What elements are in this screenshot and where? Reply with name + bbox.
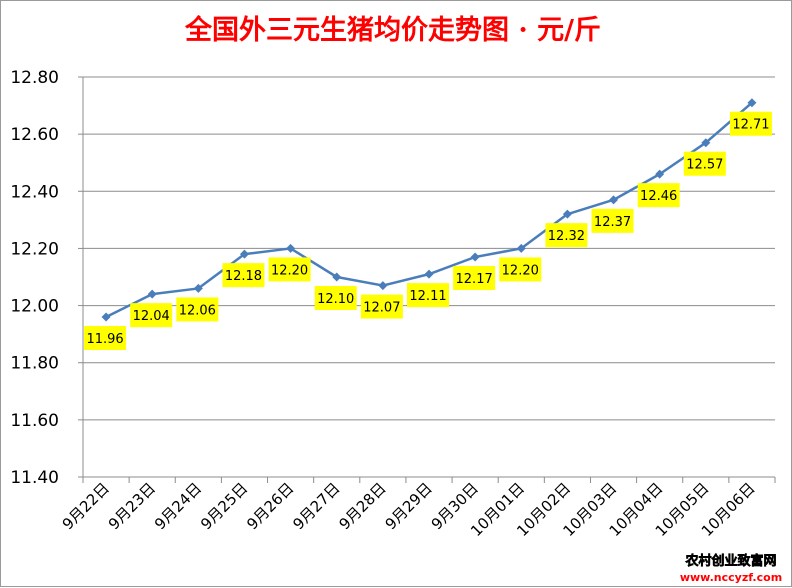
watermark: 农村创业致富网 www.nccyzf.com bbox=[680, 553, 782, 584]
x-tick-label: 9月27日 bbox=[289, 479, 343, 533]
data-label-bg bbox=[499, 257, 542, 282]
data-label-bg bbox=[453, 266, 496, 290]
data-label-bg bbox=[130, 303, 173, 328]
y-tick-label: 11.80 bbox=[10, 354, 59, 374]
x-tick-labels: 9月22日9月23日9月24日9月25日9月26日9月27日9月28日9月29日… bbox=[59, 479, 759, 540]
x-tick-label: 9月29日 bbox=[382, 479, 436, 533]
data-label-bg bbox=[222, 263, 265, 288]
watermark-line1: 农村创业致富网 bbox=[684, 553, 776, 569]
x-tick-label: 9月22日 bbox=[59, 479, 113, 533]
data-label-bg bbox=[268, 257, 311, 282]
x-tick-label: 9月23日 bbox=[105, 479, 159, 533]
data-label-bg bbox=[314, 286, 357, 310]
x-tick-label: 9月24日 bbox=[151, 479, 205, 533]
data-label: 12.07 bbox=[363, 301, 400, 316]
y-tick-labels: 11.40 11.60 11.80 12.00 12.20 12.40 12.60 12.80 bbox=[10, 68, 59, 488]
data-point bbox=[424, 269, 434, 279]
data-label-bg bbox=[591, 208, 634, 233]
chart-title: 全国外三元生猪均价走势图 · 元/斤 bbox=[184, 14, 601, 46]
data-label-bg bbox=[637, 183, 680, 208]
data-label: 12.71 bbox=[732, 118, 769, 133]
data-label: 12.57 bbox=[686, 158, 723, 173]
y-tick-label: 12.80 bbox=[10, 68, 59, 88]
data-label-bg bbox=[176, 297, 219, 322]
x-tick-label: 9月28日 bbox=[336, 479, 390, 533]
data-label: 12.17 bbox=[456, 272, 493, 287]
y-tick-label: 12.00 bbox=[10, 297, 59, 317]
data-label: 12.11 bbox=[409, 289, 446, 304]
data-label: 12.46 bbox=[640, 189, 677, 204]
data-point bbox=[378, 281, 388, 291]
data-labels: 11.96 12.04 12.06 12.18 12.20 12.10 12.07 12.11… bbox=[84, 111, 772, 350]
data-label: 12.20 bbox=[502, 263, 539, 278]
data-point bbox=[562, 209, 572, 219]
axes bbox=[78, 76, 776, 483]
y-tick-label: 11.60 bbox=[10, 411, 59, 431]
data-point bbox=[470, 252, 480, 262]
data-label: 12.06 bbox=[179, 303, 216, 318]
y-tick-label: 11.40 bbox=[10, 468, 59, 488]
data-point bbox=[239, 249, 249, 259]
data-label: 12.37 bbox=[594, 215, 631, 230]
data-point bbox=[193, 283, 203, 293]
data-label: 12.10 bbox=[317, 292, 354, 307]
x-tick-label: 9月25日 bbox=[197, 479, 251, 533]
data-label-bg bbox=[84, 326, 127, 350]
data-point bbox=[332, 272, 342, 282]
data-label: 12.04 bbox=[133, 309, 170, 324]
data-point bbox=[147, 289, 157, 299]
data-label: 12.32 bbox=[548, 229, 585, 244]
data-label-bg bbox=[360, 294, 403, 319]
data-point bbox=[609, 195, 619, 205]
data-label: 12.18 bbox=[225, 269, 262, 284]
y-tick-label: 12.60 bbox=[10, 125, 59, 145]
data-point bbox=[701, 138, 711, 148]
data-label: 11.96 bbox=[86, 332, 123, 347]
y-tick-label: 12.40 bbox=[10, 182, 59, 202]
data-point bbox=[101, 312, 111, 322]
x-tick-label: 9月26日 bbox=[243, 479, 297, 533]
series-price bbox=[101, 98, 757, 322]
data-label-bg bbox=[729, 111, 772, 136]
data-point bbox=[655, 169, 665, 179]
data-label-bg bbox=[407, 283, 449, 308]
data-point bbox=[286, 243, 296, 253]
watermark-line2: www.nccyzf.com bbox=[680, 571, 782, 584]
data-label: 12.20 bbox=[271, 263, 308, 278]
data-label-bg bbox=[545, 223, 588, 248]
data-point bbox=[516, 243, 526, 253]
data-point bbox=[747, 98, 757, 108]
y-tick-label: 12.20 bbox=[10, 239, 59, 259]
data-label-bg bbox=[683, 151, 726, 176]
